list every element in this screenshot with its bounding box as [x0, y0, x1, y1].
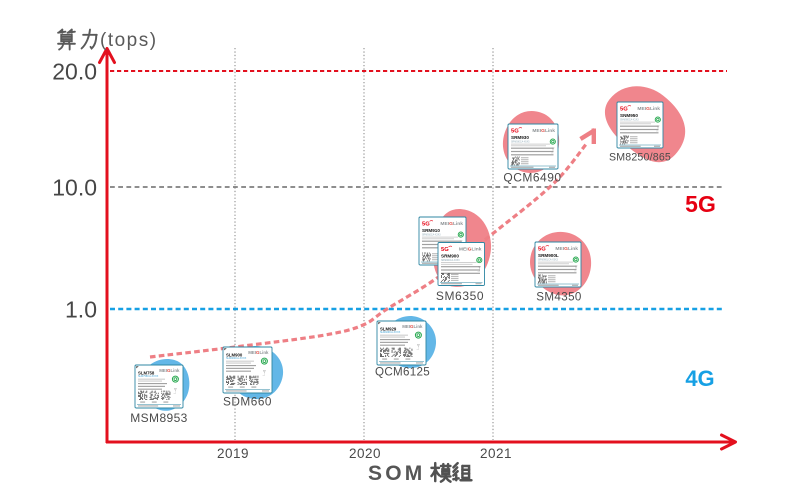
- svg-text:MEIGLink: MEIGLink: [248, 350, 269, 355]
- svg-text:5G: 5G: [685, 191, 716, 217]
- svg-text:SOM: SOM: [368, 462, 425, 485]
- svg-text:5G: 5G: [620, 106, 628, 112]
- svg-text:2019: 2019: [217, 446, 249, 461]
- svg-text:c€: c€: [263, 375, 266, 377]
- svg-text:1.0: 1.0: [65, 297, 97, 323]
- svg-text:20.0: 20.0: [52, 59, 97, 85]
- svg-text:SLM758CA-XXXX: SLM758CA-XXXX: [138, 375, 159, 378]
- svg-text:MEIGLink: MEIGLink: [459, 247, 482, 253]
- svg-text:5G: 5G: [441, 247, 449, 253]
- svg-text:c€: c€: [417, 349, 420, 351]
- svg-text:SLM900: SLM900: [226, 352, 243, 357]
- svg-text:SLM929CA-XXXX: SLM929CA-XXXX: [380, 331, 401, 334]
- svg-text:SLM900CA-XXXX: SLM900CA-XXXX: [226, 357, 247, 360]
- svg-text:(tops): (tops): [100, 30, 158, 51]
- svg-text:SNM950CA-X1X3: SNM950CA-X1X3: [620, 119, 639, 122]
- svg-text:MEIGLink: MEIGLink: [159, 368, 180, 373]
- svg-text:5G: 5G: [422, 221, 430, 227]
- svg-text:QCM6490: QCM6490: [503, 171, 561, 185]
- svg-text:SNM950: SNM950: [620, 113, 638, 118]
- svg-text:10.0: 10.0: [52, 175, 97, 201]
- svg-text:SM4350: SM4350: [536, 291, 582, 304]
- svg-text:c€: c€: [551, 152, 554, 154]
- svg-text:MEIGLink: MEIGLink: [555, 246, 578, 252]
- svg-text:MEIGLink: MEIGLink: [532, 128, 555, 134]
- svg-text:SRM900LCA-X5X3: SRM900LCA-X5X3: [538, 259, 559, 262]
- svg-text:SRM900: SRM900: [441, 253, 459, 258]
- svg-text:c€: c€: [656, 130, 659, 132]
- svg-text:SM8250/865: SM8250/865: [609, 152, 671, 164]
- svg-text:SLM758: SLM758: [138, 370, 155, 375]
- svg-text:MEIGLink: MEIGLink: [402, 324, 423, 329]
- svg-text:c€: c€: [174, 393, 177, 395]
- svg-text:MEIGLink: MEIGLink: [637, 106, 660, 112]
- svg-text:SLM929: SLM929: [380, 326, 397, 331]
- svg-text:QCM6125: QCM6125: [375, 366, 430, 379]
- svg-text:MEIGLink: MEIGLink: [440, 221, 463, 227]
- svg-text:SM6350: SM6350: [436, 289, 484, 303]
- svg-text:SRM930: SRM930: [511, 135, 529, 140]
- svg-text:SRM900L: SRM900L: [538, 253, 559, 258]
- svg-text:SRM900CA-X3X3: SRM900CA-X3X3: [441, 259, 460, 262]
- svg-text:2020: 2020: [349, 446, 381, 461]
- svg-text:5G: 5G: [538, 246, 546, 252]
- svg-text:SDM660: SDM660: [223, 395, 272, 409]
- svg-text:SRM910: SRM910: [422, 228, 440, 233]
- svg-text:SRM930CA-X6X5: SRM930CA-X6X5: [511, 141, 530, 144]
- svg-text:2021: 2021: [480, 446, 512, 461]
- svg-text:5G: 5G: [511, 128, 519, 134]
- svg-text:4G: 4G: [685, 366, 714, 391]
- svg-text:c€: c€: [574, 270, 577, 272]
- svg-text:SRM910CA-X3X3: SRM910CA-X3X3: [422, 234, 441, 237]
- svg-text:MSM8953: MSM8953: [130, 411, 188, 425]
- svg-text:c€: c€: [478, 271, 481, 273]
